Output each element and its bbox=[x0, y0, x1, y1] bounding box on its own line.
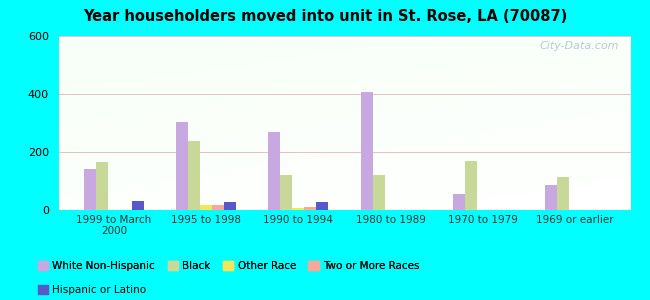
Bar bbox=[84, 169, 96, 210]
Bar bbox=[212, 205, 224, 210]
Bar bbox=[268, 132, 280, 210]
Bar bbox=[292, 208, 304, 210]
Bar bbox=[96, 162, 108, 210]
Text: Year householders moved into unit in St. Rose, LA (70087): Year householders moved into unit in St.… bbox=[83, 9, 567, 24]
Bar bbox=[557, 177, 569, 210]
Bar bbox=[280, 175, 292, 210]
Text: City-Data.com: City-Data.com bbox=[540, 41, 619, 51]
Bar bbox=[453, 194, 465, 210]
Bar bbox=[132, 201, 144, 210]
Bar bbox=[361, 92, 372, 210]
Bar bbox=[372, 175, 385, 210]
Bar bbox=[304, 206, 317, 210]
Legend: Hispanic or Latino: Hispanic or Latino bbox=[38, 285, 146, 295]
Bar bbox=[200, 205, 212, 210]
Bar bbox=[176, 122, 188, 210]
Legend: White Non-Hispanic, Black, Other Race, Two or More Races: White Non-Hispanic, Black, Other Race, T… bbox=[38, 261, 419, 271]
Bar bbox=[188, 141, 200, 210]
Bar bbox=[545, 185, 557, 210]
Bar bbox=[224, 202, 236, 210]
Bar bbox=[317, 202, 328, 210]
Bar bbox=[465, 161, 477, 210]
